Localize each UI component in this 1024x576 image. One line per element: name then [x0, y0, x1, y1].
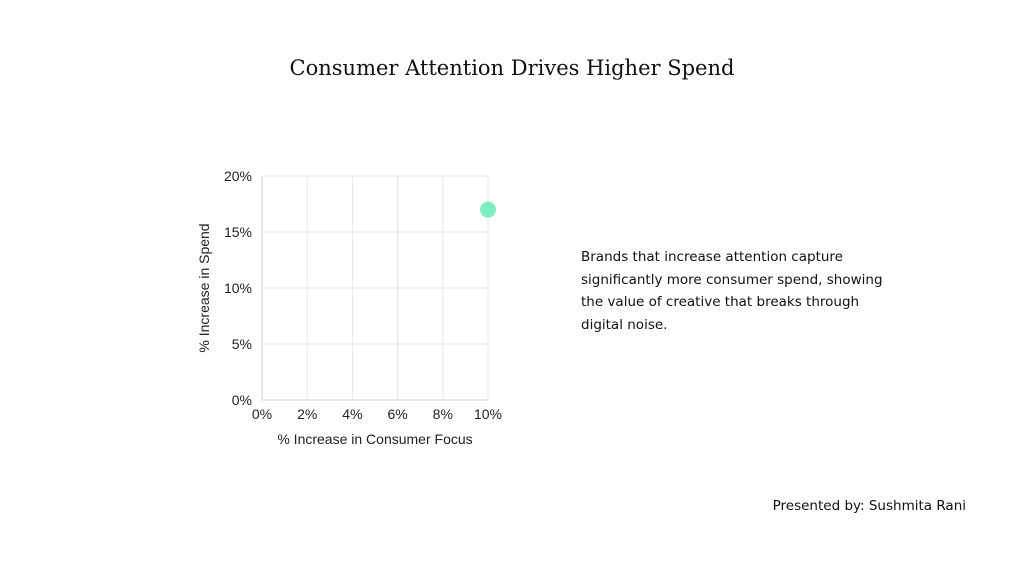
y-tick-label: 10% [224, 280, 252, 296]
y-axis-label: % Increase in Spend [196, 223, 212, 352]
y-tick-label: 15% [224, 224, 252, 240]
y-tick-label: 20% [224, 168, 252, 184]
data-point [480, 201, 496, 218]
tick-labels: 0% 2% 4% 6% 8% 10% 0% 5% 10% 15% 20% [224, 168, 502, 422]
x-tick-label: 8% [433, 406, 453, 422]
slide-title: Consumer Attention Drives Higher Spend [289, 56, 735, 80]
x-tick-label: 10% [474, 406, 502, 422]
grid-lines [261, 175, 489, 401]
x-tick-label: 6% [387, 406, 407, 422]
y-tick-label: 5% [232, 336, 252, 352]
data-points [480, 201, 496, 218]
x-tick-label: 4% [342, 406, 362, 422]
axes [261, 176, 488, 401]
y-tick-label: 0% [232, 392, 252, 408]
x-axis-label: % Increase in Consumer Focus [277, 431, 472, 447]
x-tick-label: 0% [252, 406, 272, 422]
chart-description: Brands that increase attention capture s… [581, 249, 883, 333]
presenter-credit: Presented by: Sushmita Rani [772, 498, 966, 514]
x-tick-label: 2% [297, 406, 317, 422]
